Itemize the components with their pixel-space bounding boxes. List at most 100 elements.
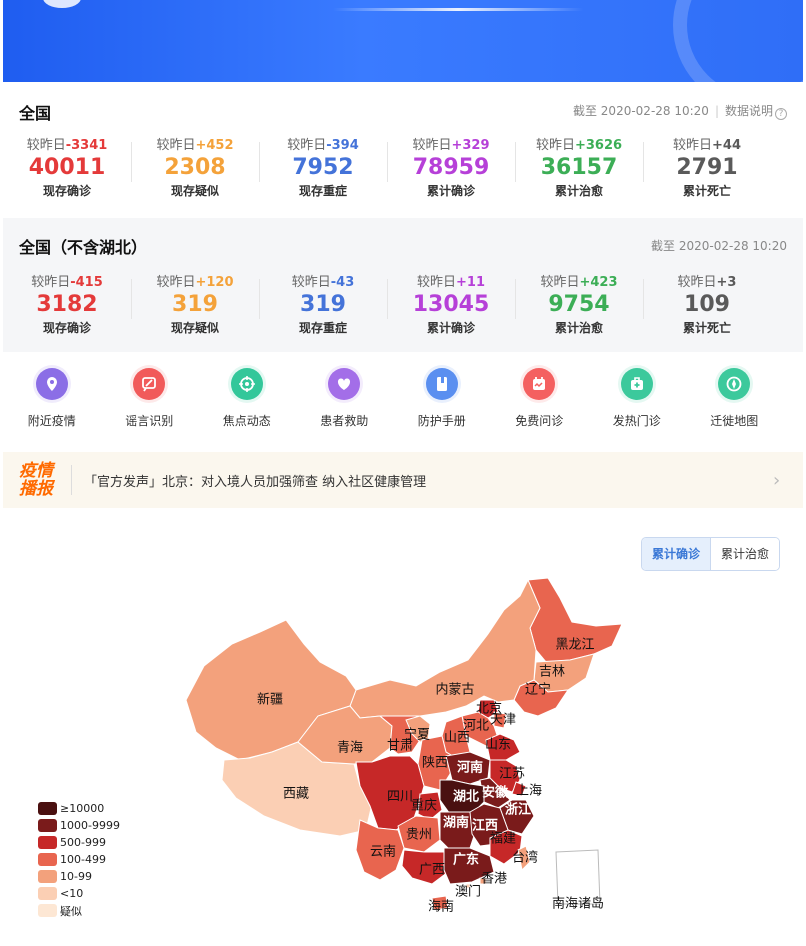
stat-value: 319: [300, 292, 346, 317]
stat-label: 累计确诊: [426, 321, 475, 335]
province-region[interactable]: [493, 711, 507, 729]
stat-1: 较昨日+452 2308 现存疑似: [131, 134, 259, 199]
stat-2: 较昨日-394 7952 现存重症: [259, 134, 387, 199]
data-explain-link[interactable]: 数据说明: [724, 104, 773, 118]
legend-swatch: [38, 853, 57, 866]
province-label: 陕西: [422, 756, 448, 771]
province-label: 广西: [419, 863, 445, 878]
quick-link-7[interactable]: 迁徙地图: [686, 366, 784, 436]
legend-item: 1000-9999: [38, 817, 120, 834]
quick-link-label: 谣言识别: [125, 414, 174, 428]
book-icon[interactable]: [425, 368, 458, 400]
province-label: 河北: [463, 719, 489, 734]
province-region[interactable]: [401, 849, 449, 885]
legend-item: 500-999: [38, 834, 120, 851]
stat-value: 9754: [548, 292, 610, 317]
compass-icon[interactable]: [718, 368, 751, 400]
help-icon[interactable]: ?: [775, 108, 787, 120]
province-region[interactable]: [479, 877, 487, 885]
stat-delta: 较昨日+120: [156, 275, 234, 290]
stat-4: 较昨日+3626 36157 累计治愈: [515, 134, 643, 199]
toggle-cumulative-confirmed[interactable]: 累计确诊: [642, 538, 712, 570]
news-logo: 疫情 播报: [3, 462, 63, 498]
map-metric-toggle: 累计确诊 累计治愈: [641, 537, 781, 571]
stat-2: 较昨日-43 319 现存重症: [259, 271, 387, 336]
quick-link-6[interactable]: 发热门诊: [588, 366, 686, 436]
map-legend: ≥10000 1000-9999 500-999 100-499 10-99 <10 疑似: [38, 800, 120, 919]
legend-label: 100-499: [60, 853, 106, 866]
stat-value: 2791: [676, 155, 738, 180]
stat-4: 较昨日+423 9754 累计治愈: [515, 271, 643, 336]
toggle-cumulative-cured[interactable]: 累计治愈: [711, 538, 780, 570]
stat-value: 319: [172, 292, 218, 317]
quick-link-label: 患者救助: [320, 414, 369, 428]
national-summary-card: 全国 截至 2020-02-28 10:20 | 数据说明? 较昨日-3341 400…: [3, 88, 803, 208]
quick-link-label: 防护手册: [417, 414, 466, 428]
legend-item: 疑似: [38, 902, 120, 919]
province-label: 重庆: [411, 798, 437, 814]
province-region[interactable]: [185, 619, 357, 761]
province-label: 江苏: [499, 766, 525, 782]
province-label: 江西: [472, 818, 498, 834]
stat-value: 78959: [412, 155, 490, 180]
quick-link-label: 附近疫情: [27, 414, 76, 428]
quick-link-2[interactable]: 焦点动态: [198, 366, 296, 436]
rumor-check-icon[interactable]: [133, 368, 166, 400]
quick-link-4[interactable]: 防护手册: [393, 366, 491, 436]
province-region[interactable]: [443, 847, 495, 885]
stat-delta: 较昨日-43: [291, 275, 355, 290]
stat-0: 较昨日-3341 40011 现存确诊: [3, 134, 131, 199]
province-region[interactable]: [355, 819, 405, 881]
quick-link-5[interactable]: 免费问诊: [491, 366, 589, 436]
focus-news-icon[interactable]: [230, 368, 263, 400]
news-ticker[interactable]: 疫情 播报 「官方发声」北京：对入境人员加强筛查 纳入社区健康管理 ›: [3, 452, 803, 508]
heart-hand-icon[interactable]: [328, 368, 361, 400]
province-region[interactable]: [417, 791, 443, 821]
stat-delta: 较昨日-3341: [26, 138, 108, 153]
province-label: 香港: [481, 872, 507, 887]
legend-swatch: [38, 802, 57, 815]
province-label: 内蒙古: [435, 682, 474, 698]
summary-timestamp: 截至 2020-02-28 10:20: [572, 104, 709, 118]
stat-3: 较昨日+329 78959 累计确诊: [387, 134, 515, 199]
province-label: 河南: [457, 760, 483, 776]
province-region[interactable]: [513, 679, 570, 717]
province-label: 广东: [453, 852, 479, 868]
province-region[interactable]: [477, 699, 499, 719]
province-region[interactable]: [465, 883, 471, 889]
stat-delta: 较昨日-415: [31, 275, 103, 290]
stat-label: 累计治愈: [554, 184, 603, 198]
news-headline[interactable]: 「官方发声」北京：对入境人员加强筛查 纳入社区健康管理: [84, 474, 427, 490]
stat-label: 现存重症: [298, 184, 347, 198]
province-region[interactable]: [555, 849, 601, 905]
legend-label: 500-999: [60, 836, 106, 849]
quick-link-3[interactable]: 患者救助: [296, 366, 394, 436]
medical-kit-icon[interactable]: [620, 368, 653, 400]
legend-swatch: [38, 836, 57, 849]
province-region[interactable]: [431, 895, 449, 911]
quick-link-label: 迁徙地图: [710, 414, 759, 428]
chevron-right-icon[interactable]: ›: [773, 469, 781, 491]
quick-link-1[interactable]: 谣言识别: [101, 366, 199, 436]
province-region[interactable]: [511, 781, 527, 797]
legend-swatch: [38, 904, 57, 917]
summary-title: 全国: [19, 104, 52, 123]
province-region[interactable]: [517, 845, 531, 872]
calendar-chat-icon[interactable]: [523, 368, 556, 400]
province-label: 山西: [444, 731, 470, 746]
quick-link-0[interactable]: 附近疫情: [3, 366, 101, 436]
province-label: 湖南: [443, 815, 469, 831]
province-label: 北京: [476, 702, 502, 717]
quick-link-label: 免费问诊: [515, 414, 564, 428]
stat-label: 现存确诊: [42, 184, 91, 198]
stat-3: 较昨日+11 13045 累计确诊: [387, 271, 515, 336]
stat-5: 较昨日+3 109 累计死亡: [643, 271, 771, 336]
province-region[interactable]: [439, 779, 485, 815]
legend-item: 100-499: [38, 851, 120, 868]
legend-swatch: [38, 870, 57, 883]
quick-link-label: 发热门诊: [612, 414, 661, 428]
location-pin-icon[interactable]: [35, 368, 68, 400]
legend-label: ≥10000: [60, 802, 105, 815]
